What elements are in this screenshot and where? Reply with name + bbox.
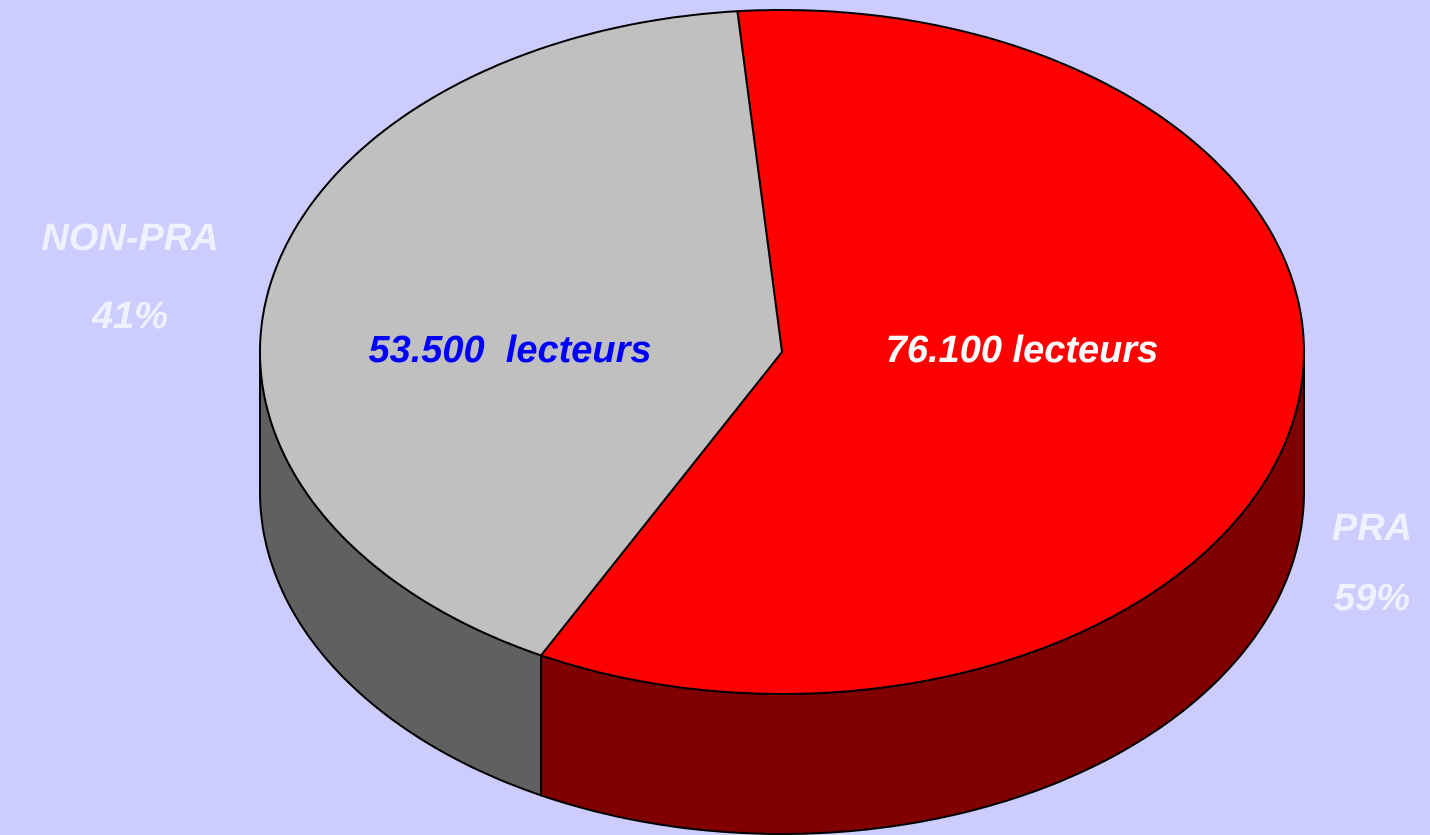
pie-slice (259, 10, 784, 657)
annotation: 53.500 lecteurs (368, 329, 651, 371)
value-label: 59% (1334, 577, 1410, 619)
category-label: PRA (1332, 507, 1412, 549)
annotation: 76.100 lecteurs (886, 329, 1159, 371)
category-label: NON-PRA (41, 217, 218, 259)
pie-slice (539, 9, 1306, 695)
value-label: 41% (91, 295, 168, 337)
